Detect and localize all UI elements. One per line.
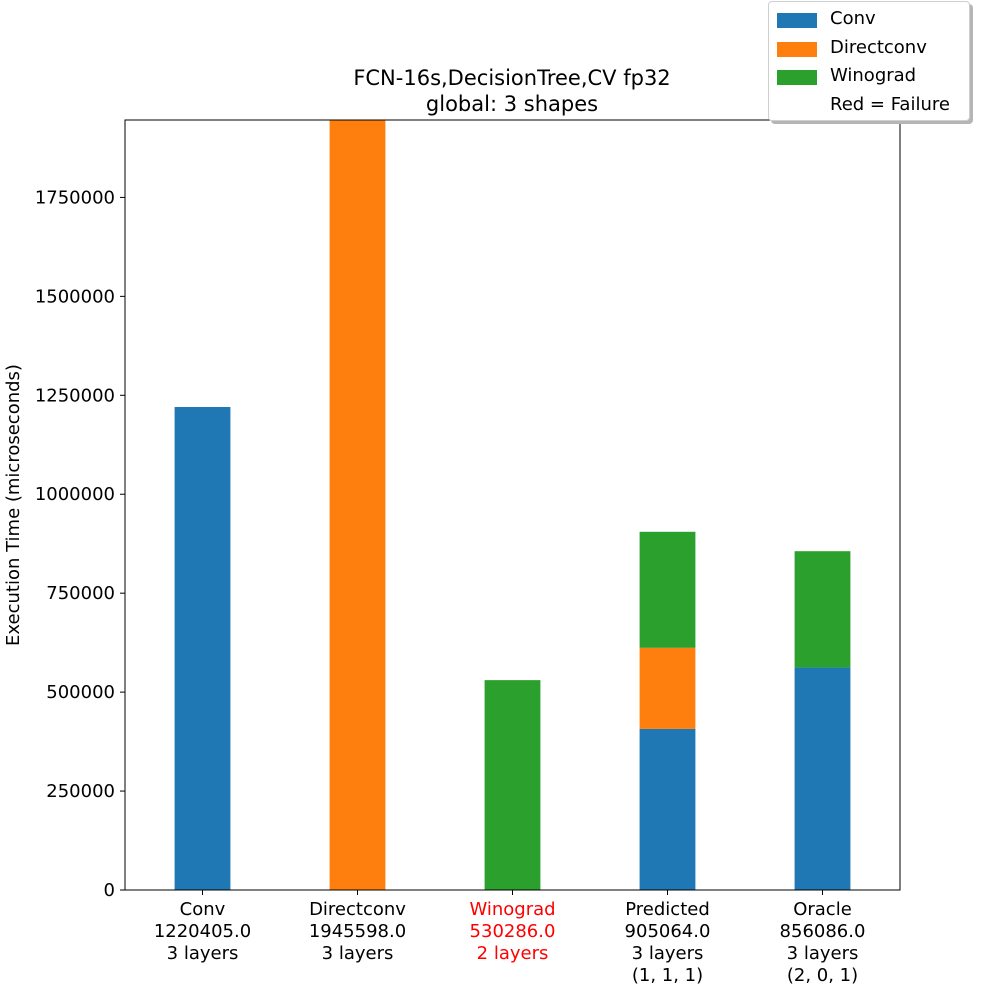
- x-tick-label: (1, 1, 1): [632, 965, 703, 986]
- legend-label: Winograd: [830, 65, 917, 86]
- bar-conv-oracle: [794, 667, 851, 890]
- legend-label: Directconv: [830, 36, 927, 58]
- chart-title-line: global: 3 shapes: [426, 92, 598, 116]
- bar-winograd-winograd: [484, 680, 541, 890]
- x-tick-label: Directconv: [309, 899, 406, 920]
- legend-swatch: [777, 98, 817, 114]
- x-tick-label: (2, 0, 1): [787, 965, 858, 986]
- legend-label: Conv: [830, 8, 876, 29]
- y-tick-label: 750000: [46, 583, 115, 604]
- legend-item: Directconv: [769, 33, 969, 61]
- y-axis-ticks: 0 250000 500000 750000 1000000 1250000 1500000…: [35, 187, 125, 901]
- x-tick-label: 2 layers: [477, 943, 549, 964]
- x-tick-label: 1220405.0: [154, 921, 251, 942]
- y-tick-label: 1750000: [35, 187, 115, 208]
- x-tick-label: Predicted: [625, 899, 710, 920]
- y-tick-label: 1250000: [35, 385, 115, 406]
- bar-winograd-predicted: [639, 531, 696, 648]
- legend-swatch: [777, 41, 817, 57]
- y-tick-label: 250000: [46, 781, 115, 802]
- legend-item: Red = Failure: [769, 90, 969, 118]
- y-tick-label: 1000000: [35, 484, 115, 505]
- x-tick-label: 3 layers: [787, 943, 859, 964]
- x-tick-label: Conv: [180, 899, 226, 920]
- y-tick-label: 0: [104, 880, 115, 901]
- y-tick-label: 500000: [46, 682, 115, 703]
- x-tick-label: 530286.0: [470, 921, 556, 942]
- x-tick-label: 3 layers: [167, 943, 239, 964]
- x-tick-label: 1945598.0: [309, 921, 406, 942]
- x-tick-label: 3 layers: [632, 943, 704, 964]
- legend: Conv Directconv Winograd Red = Failure: [768, 1, 970, 121]
- legend-item: Winograd: [769, 61, 969, 89]
- y-axis-label: Execution Time (microseconds): [3, 364, 24, 646]
- x-tick-label: 905064.0: [625, 921, 711, 942]
- x-tick-label: Winograd: [469, 899, 555, 920]
- bar-directconv-directconv: [329, 120, 386, 890]
- legend-swatch: [777, 70, 817, 85]
- x-tick-label: 856086.0: [780, 921, 866, 942]
- bar-winograd-oracle: [794, 551, 851, 668]
- x-tick-label: Oracle: [793, 899, 852, 920]
- bar-conv-predicted: [639, 728, 696, 890]
- bar-directconv-predicted: [639, 647, 696, 729]
- y-tick-label: 1500000: [35, 286, 115, 307]
- chart-title-line: FCN-16s,DecisionTree,CV fp32: [353, 66, 670, 90]
- x-tick-label: 3 layers: [322, 943, 394, 964]
- legend-item: Conv: [769, 4, 969, 32]
- legend-label: Red = Failure: [830, 93, 950, 115]
- bar-conv-conv: [174, 407, 231, 890]
- bars-layer: [174, 120, 851, 890]
- legend-swatch: [777, 13, 817, 28]
